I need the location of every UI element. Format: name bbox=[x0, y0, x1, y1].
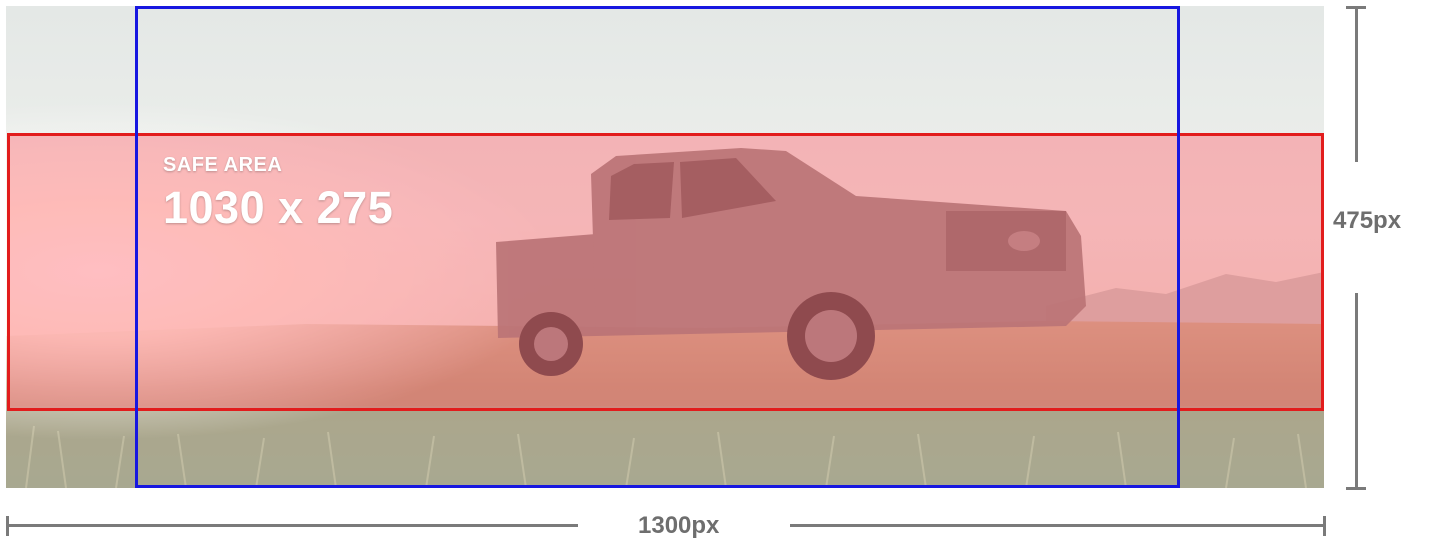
height-dimension-tick-bottom bbox=[1346, 487, 1366, 490]
safe-area-dimensions: 1030 x 275 bbox=[163, 182, 394, 233]
height-dimension-line-top bbox=[1355, 6, 1358, 162]
width-dimension-tick-right bbox=[1323, 516, 1326, 536]
height-dimension-label: 475px bbox=[1333, 207, 1402, 234]
width-dimension-label: 1300px bbox=[638, 512, 720, 539]
height-dimension-line-bottom bbox=[1355, 293, 1358, 489]
width-dimension-line-left bbox=[6, 524, 578, 527]
safe-area-title: SAFE AREA bbox=[163, 154, 283, 176]
safe-area-box bbox=[7, 133, 1324, 411]
visible-area-box bbox=[135, 6, 1180, 488]
width-dimension-line-right bbox=[790, 524, 1326, 527]
banner-background-image bbox=[6, 6, 1324, 488]
